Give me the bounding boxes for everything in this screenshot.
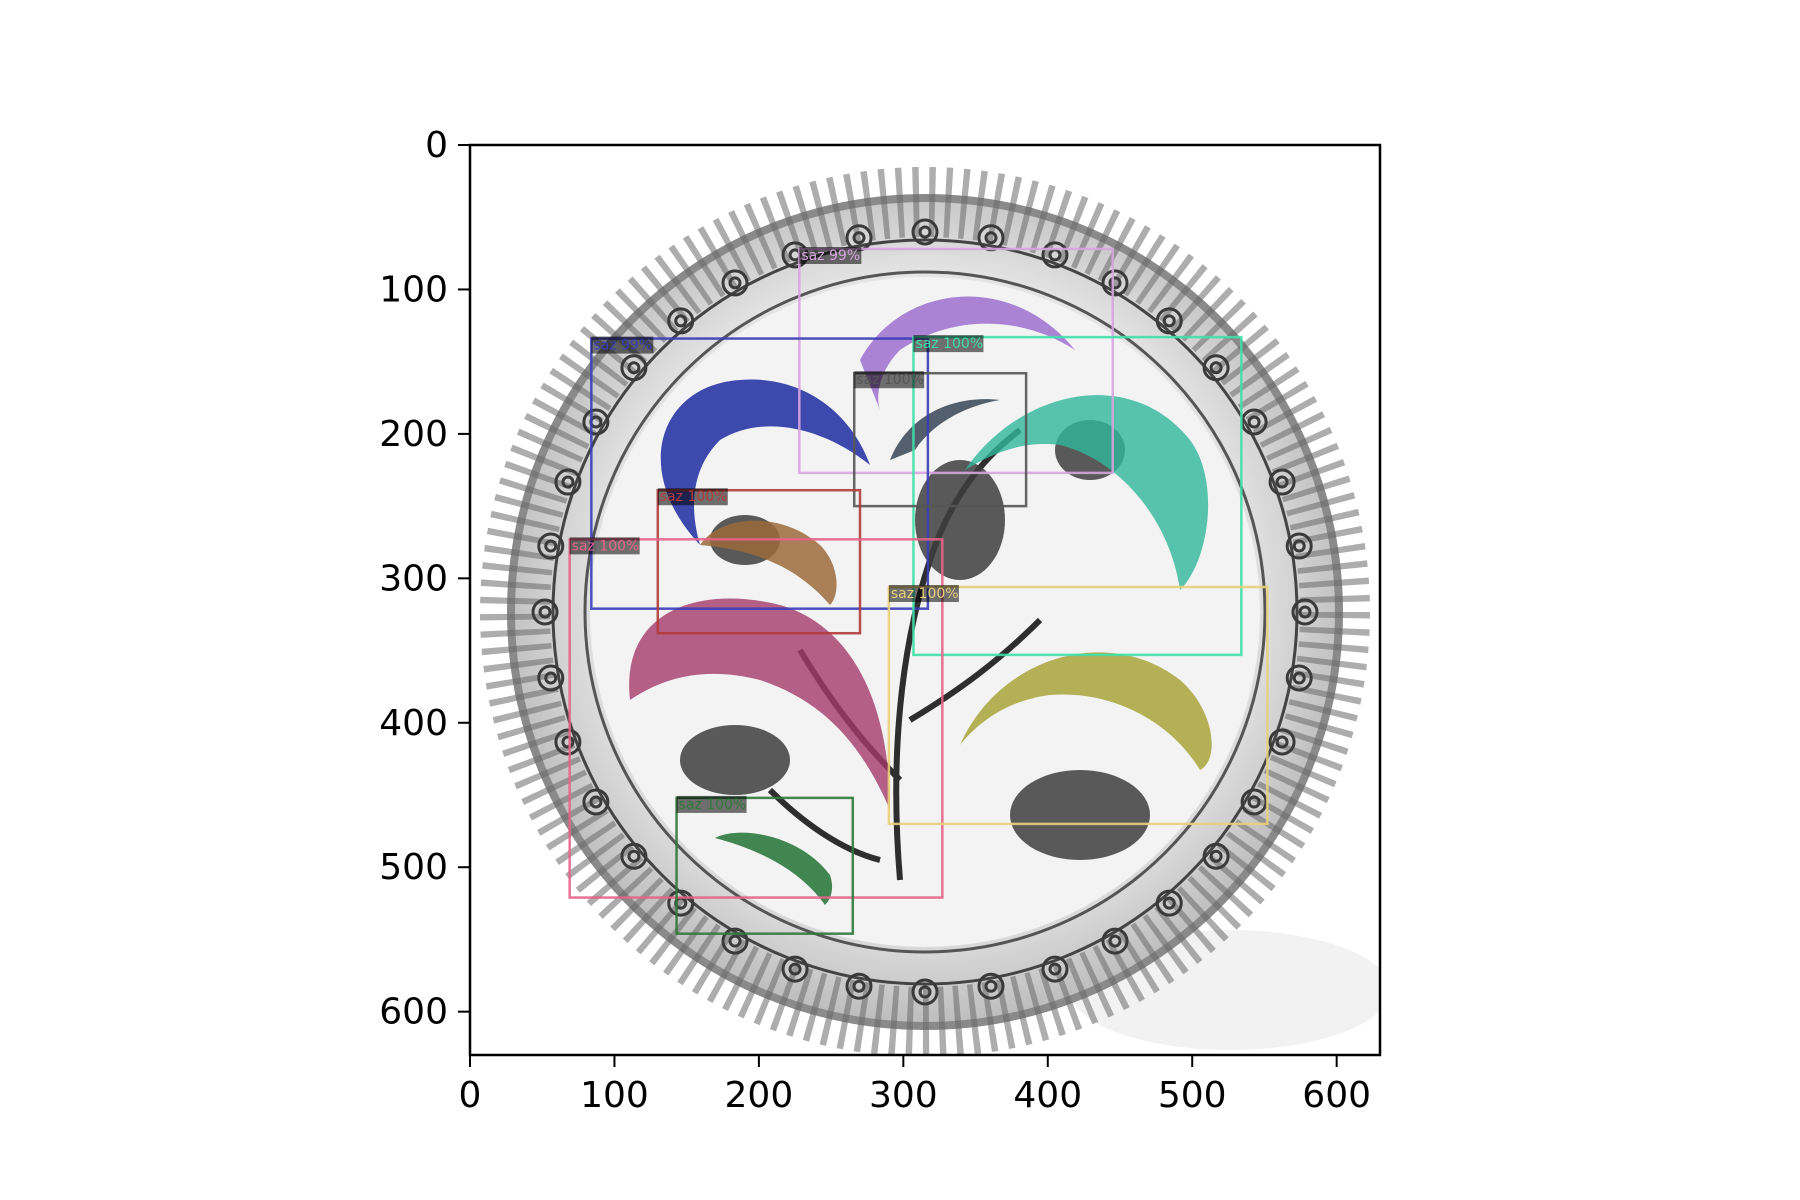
detection-box: saz 100% (568, 537, 944, 899)
mask-olive (960, 652, 1212, 770)
detection-box: saz 100% (852, 371, 1028, 508)
x-tick-label: 200 (725, 1075, 794, 1116)
x-tick-label: 0 (459, 1075, 482, 1116)
detection-label: saz 100% (660, 489, 728, 505)
detection-label: saz 100% (679, 797, 747, 813)
x-tick-label: 100 (580, 1075, 649, 1116)
y-tick-label: 200 (379, 414, 448, 455)
detection-label-bg (591, 336, 654, 354)
detection-label: saz 99% (593, 338, 652, 354)
detection-label-bg (569, 537, 640, 555)
y-axis: 0 100 200 300 400 500 600 (379, 125, 470, 1033)
detection-label-bg (854, 371, 925, 389)
x-tick-label: 400 (1013, 1075, 1082, 1116)
detection-rect (912, 335, 1243, 657)
y-tick-label: 500 (379, 847, 448, 888)
x-tick-label: 300 (869, 1075, 938, 1116)
detection-rect (798, 247, 1115, 475)
detection-label: saz 100% (856, 372, 924, 388)
y-tick-label: 0 (425, 125, 448, 166)
detection-label: saz 100% (572, 538, 640, 554)
mask-blue (660, 379, 870, 545)
mask-dark (890, 399, 1000, 460)
detection-rect (887, 585, 1269, 826)
detection-box: saz 100% (912, 335, 1243, 657)
mask-magenta (629, 598, 890, 810)
detection-label-bg (913, 335, 984, 353)
x-axis: 0 100 200 300 400 500 600 (459, 1055, 1371, 1116)
detection-label-bg (799, 247, 862, 264)
y-tick-label: 400 (379, 703, 448, 744)
detection-rect (568, 538, 944, 899)
mask-purple (860, 296, 1075, 410)
detection-box: saz 100% (887, 585, 1269, 826)
plate-photo: saz 99% saz 99% saz 100% saz 100% saz 100% sa… (470, 145, 1380, 1055)
y-tick-label: 100 (379, 269, 448, 310)
x-tick-label: 600 (1302, 1075, 1371, 1116)
detection-label: saz 100% (891, 586, 959, 602)
detection-box: saz 100% (656, 488, 862, 635)
detection-label: saz 100% (915, 336, 983, 352)
detection-rect (675, 796, 855, 935)
detection-box: saz 99% (798, 247, 1115, 475)
detection-rect (590, 337, 930, 610)
detection-rect (656, 488, 862, 635)
y-tick-label: 600 (379, 992, 448, 1033)
x-tick-label: 500 (1158, 1075, 1227, 1116)
detection-label-bg (888, 585, 959, 602)
detection-label-bg (676, 795, 747, 813)
detection-box: saz 99% (590, 336, 930, 610)
y-tick-label: 300 (379, 558, 448, 599)
detection-label-bg (657, 488, 728, 506)
plate-border (480, 167, 1370, 1055)
detection-label: saz 99% (801, 248, 860, 264)
axes-frame (468, 143, 1382, 1057)
mask-brown (700, 520, 837, 605)
detection-rect (852, 371, 1028, 508)
mask-green (715, 832, 833, 905)
detection-box: saz 100% (675, 795, 855, 935)
